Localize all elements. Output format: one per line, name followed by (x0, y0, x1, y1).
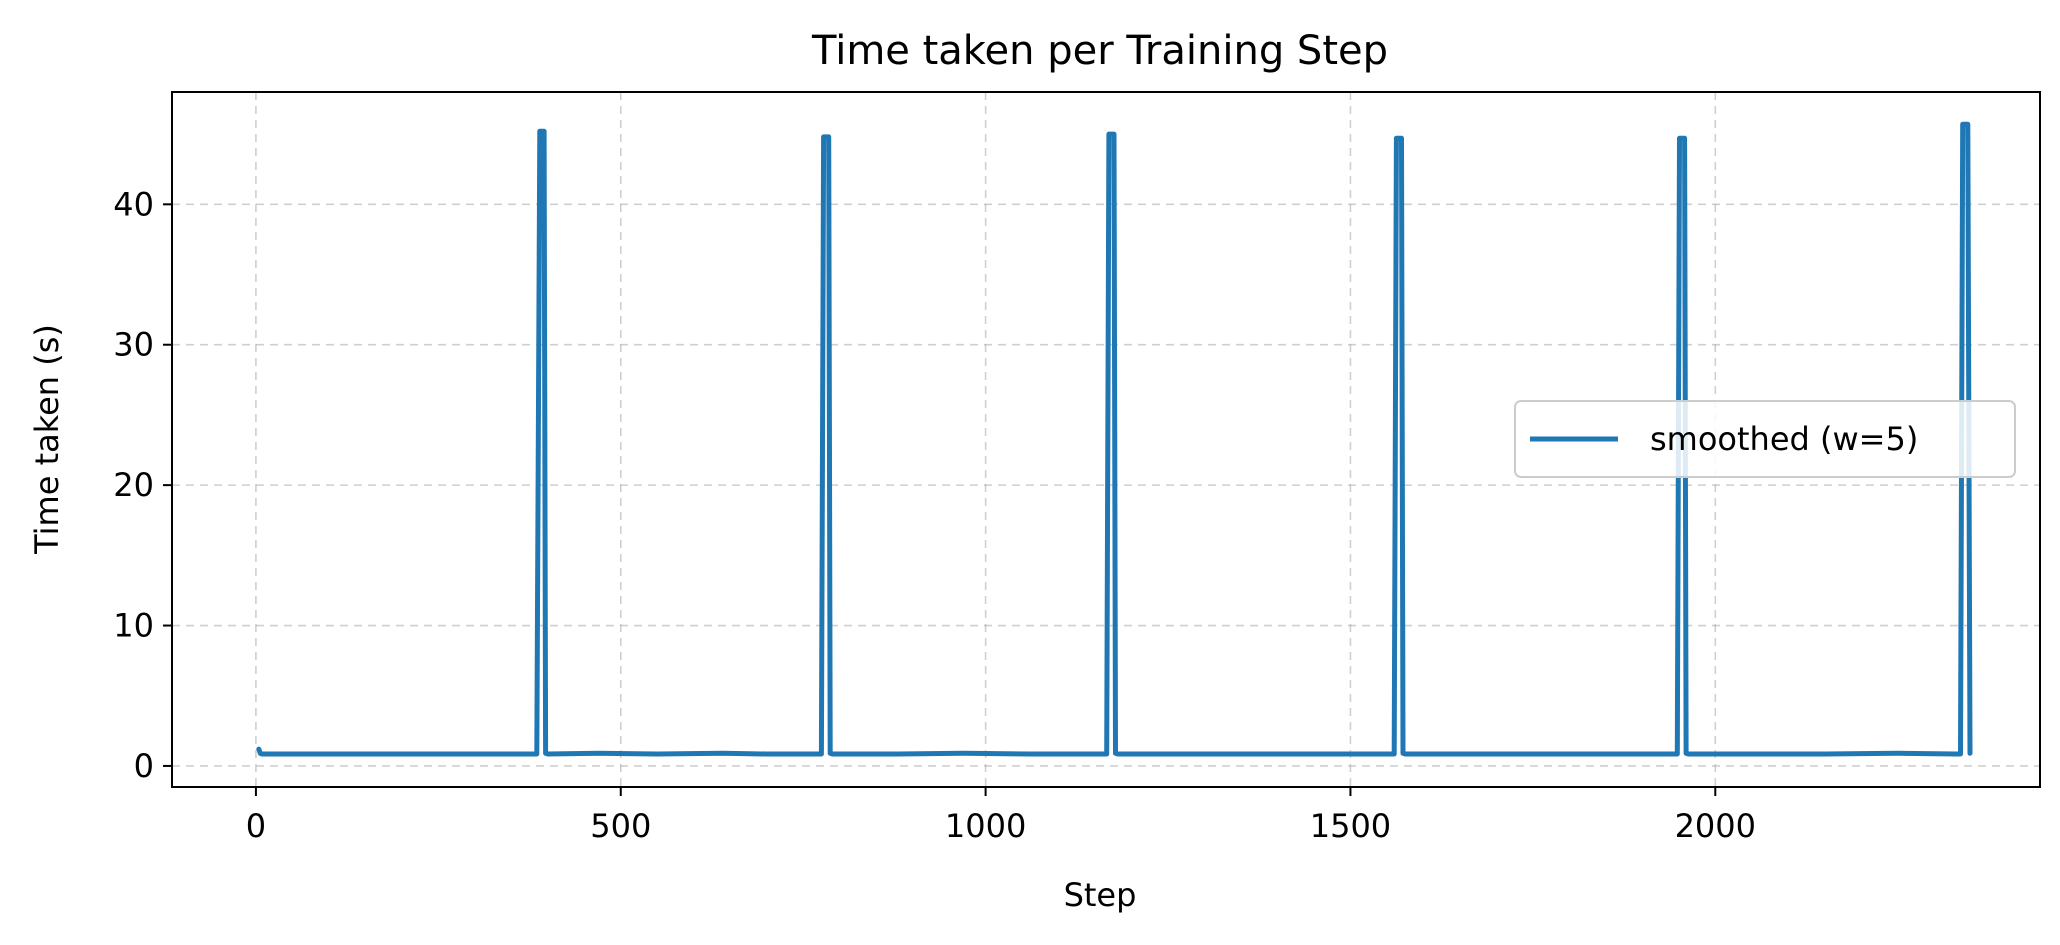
legend-label: smoothed (w=5) (1650, 420, 1918, 458)
ticks-layer: 0 500 1000 1500 2000 0 10 20 30 40 (113, 185, 1756, 845)
x-tick-label: 0 (246, 807, 266, 845)
y-tick-label: 10 (113, 607, 154, 645)
y-tick-label: 0 (134, 747, 154, 785)
x-tick-label: 500 (590, 807, 651, 845)
plot-frame (171, 91, 2041, 788)
chart-title: Time taken per Training Step (811, 28, 1388, 74)
y-tick-label: 30 (113, 326, 154, 364)
x-tick-label: 2000 (1675, 807, 1756, 845)
series-layer (256, 121, 1973, 757)
x-tick-label: 1500 (1310, 807, 1391, 845)
y-tick-label: 40 (113, 185, 154, 223)
y-tick-label: 20 (113, 466, 154, 504)
grid-layer (172, 92, 2040, 787)
legend-box (1514, 400, 2016, 478)
legend: smoothed (w=5) (1514, 400, 2016, 478)
y-axis-label: Time taken (s) (28, 324, 66, 555)
series-line (256, 121, 1973, 757)
x-tick-label: 1000 (945, 807, 1026, 845)
x-axis-label: Step (1064, 876, 1137, 914)
